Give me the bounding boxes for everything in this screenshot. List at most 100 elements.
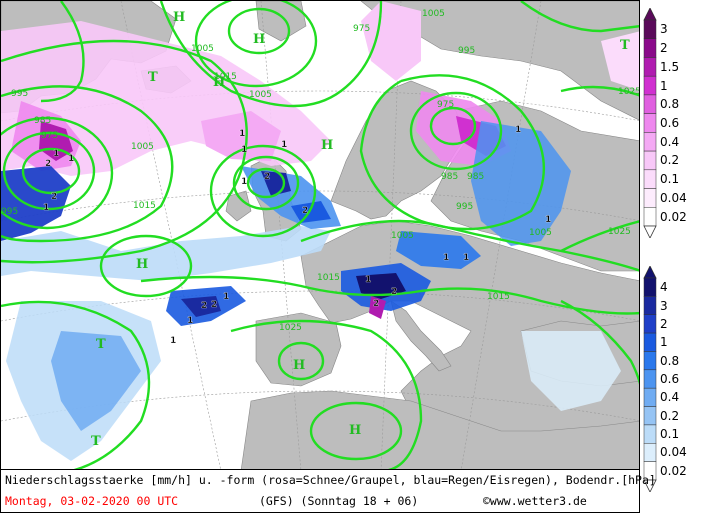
precip-label: 1 bbox=[68, 154, 74, 164]
low-marker: T bbox=[96, 337, 106, 352]
north-africa bbox=[240, 390, 639, 469]
footer-date: Montag, 03-02-2020 00 UTC bbox=[5, 494, 179, 508]
pressure-label: 985 bbox=[34, 116, 51, 126]
legend-rain-bar bbox=[643, 266, 657, 492]
legend-tick-label: 0.2 bbox=[660, 153, 680, 168]
legend-tick-label: 0.02 bbox=[660, 463, 687, 478]
precip-label: 1 bbox=[515, 125, 521, 135]
legend-swatch bbox=[643, 57, 657, 77]
precip-label: 2 bbox=[51, 192, 57, 202]
legend-swatch bbox=[643, 332, 657, 352]
legend-tick-label: 1.5 bbox=[660, 59, 680, 74]
low-marker: T bbox=[148, 70, 158, 85]
isobar-scand-995 bbox=[359, 74, 546, 231]
legend-swatch bbox=[643, 75, 657, 96]
pressure-label: 995 bbox=[458, 46, 475, 56]
legend-tick-label: 0.8 bbox=[660, 97, 680, 112]
legend-swatch bbox=[643, 369, 657, 389]
pressure-label: 975 bbox=[41, 131, 58, 141]
legend-tick-label: 0.4 bbox=[660, 134, 680, 149]
pressure-label: 1005 bbox=[249, 90, 272, 100]
precip-label: 1 bbox=[170, 336, 176, 346]
high-marker: H bbox=[253, 32, 265, 47]
isobar-atlantic-1025 bbox=[1, 300, 151, 469]
legend-tick-label: 0.4 bbox=[660, 390, 680, 405]
precip-label: 1 bbox=[241, 145, 247, 155]
legend-swatch bbox=[643, 38, 657, 58]
legend-tick-label: 0.6 bbox=[660, 116, 680, 130]
legend-tick-label: 2 bbox=[660, 41, 668, 56]
precip-label: 1 bbox=[365, 275, 371, 285]
isobar-high-africa bbox=[309, 401, 403, 461]
legend-arrow-top bbox=[643, 8, 657, 21]
pressure-label: 995 bbox=[456, 202, 473, 212]
isobar-low-uk-inner bbox=[246, 167, 286, 199]
legend-tick-label: 2 bbox=[660, 316, 668, 331]
legend-tick-label: 0.6 bbox=[660, 372, 680, 386]
legend-swatch bbox=[643, 132, 657, 152]
legend-tick-label: 1 bbox=[660, 78, 668, 93]
high-marker: H bbox=[173, 10, 185, 25]
precip-label: 2 bbox=[391, 287, 397, 297]
isobars bbox=[1, 1, 639, 469]
footer-model-run: (GFS) (Sonntag 18 + 06) bbox=[259, 494, 419, 508]
pressure-label: 1005 bbox=[422, 9, 445, 19]
legend-swatch bbox=[643, 207, 657, 227]
weather-map: 1005 995 1015 985 975 995 1005 975 985 9… bbox=[0, 0, 640, 470]
legend-swatch bbox=[643, 314, 657, 334]
isobar-low-uk-outer bbox=[209, 144, 317, 238]
footer-description: Niederschlagsstaerke [mm/h] u. -form (ro… bbox=[5, 473, 656, 487]
precip-label: 1 bbox=[463, 253, 469, 263]
legend-tick-label: 0.1 bbox=[660, 427, 680, 442]
legend-swatch bbox=[643, 19, 657, 39]
isobar-low-uk-mid bbox=[232, 155, 300, 211]
pressure-label: 995 bbox=[11, 89, 28, 99]
isobar-north-1005 bbox=[194, 1, 318, 88]
pressure-label: 1015 bbox=[487, 292, 510, 302]
pressure-label: 1015 bbox=[133, 201, 156, 211]
precip-label: 1 bbox=[281, 140, 287, 150]
legend-tick-label: 4 bbox=[660, 280, 668, 295]
precip-label: 1 bbox=[53, 149, 59, 159]
pressure-label: 1015 bbox=[214, 72, 237, 82]
legend-swatch bbox=[643, 150, 657, 171]
isobar-ne-1005 bbox=[520, 1, 639, 33]
pressure-label: 975 bbox=[353, 24, 370, 34]
rain-areas bbox=[1, 121, 621, 461]
precip-label: 2 bbox=[201, 301, 207, 311]
isobar-low-scand-inner bbox=[429, 106, 477, 146]
pressure-label: 1015 bbox=[317, 273, 340, 283]
high-marker: H bbox=[293, 358, 305, 373]
isobar-1025-south bbox=[230, 319, 423, 469]
legend-arrow-bottom bbox=[643, 225, 657, 238]
legend-swatch bbox=[643, 296, 657, 315]
pressure-label: 995 bbox=[1, 207, 18, 217]
legend-arrow-bottom bbox=[643, 479, 657, 492]
legend-swatch bbox=[643, 169, 657, 189]
map-canvas: 1005 995 1015 985 975 995 1005 975 985 9… bbox=[1, 1, 640, 469]
legend-swatch bbox=[643, 113, 657, 133]
precip-label: 1 bbox=[443, 253, 449, 263]
iberia bbox=[255, 312, 342, 387]
isobar-low-995 bbox=[1, 116, 114, 230]
high-marker: H bbox=[213, 75, 225, 90]
precip-label: 1 bbox=[43, 203, 49, 213]
pressure-label: 1025 bbox=[279, 323, 302, 333]
ireland bbox=[225, 190, 252, 222]
legend-rain: 4 3 2 1 0.8 0.6 0.4 0.2 0.1 0.04 0.02 bbox=[640, 266, 704, 492]
italy bbox=[390, 300, 452, 372]
isobar-east-1025 bbox=[560, 220, 639, 253]
isobar-central-1005 bbox=[300, 219, 639, 272]
pressure-label: 975 bbox=[437, 100, 454, 110]
high-marker: H bbox=[136, 257, 148, 272]
legend-tick-label: 0.2 bbox=[660, 408, 680, 423]
pressure-markers: H H H H H H H T T T T bbox=[91, 10, 630, 449]
precip-label: 1 bbox=[223, 292, 229, 302]
precip-label: 1 bbox=[187, 316, 193, 326]
legend-tick-label: 0.04 bbox=[660, 445, 687, 460]
pressure-label: 1025 bbox=[618, 87, 640, 97]
isobar-high-atlantic bbox=[99, 234, 193, 298]
isobar-high-north bbox=[227, 7, 291, 55]
precip-label: 2 bbox=[211, 300, 217, 310]
isobar-north-995 bbox=[159, 1, 383, 108]
